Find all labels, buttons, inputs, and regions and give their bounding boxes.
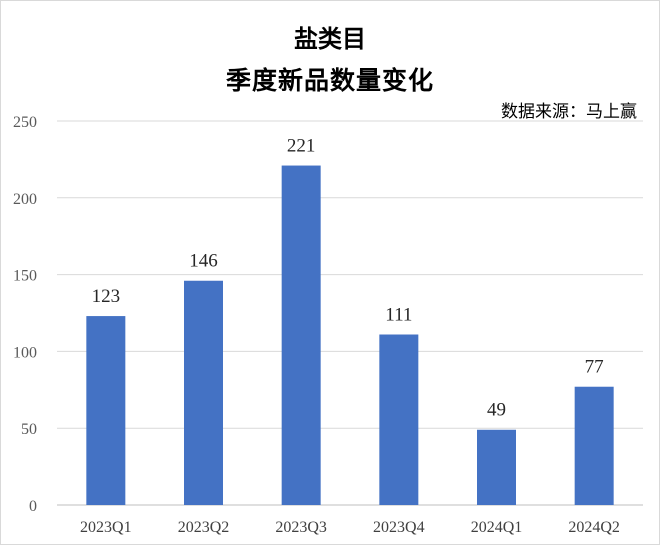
data-source-note: 数据来源：马上赢 xyxy=(501,102,637,122)
data-label: 146 xyxy=(189,251,218,272)
y-tick-label: 250 xyxy=(13,114,37,131)
x-tick-label: 2024Q2 xyxy=(568,519,620,536)
y-tick-label: 150 xyxy=(13,268,37,285)
data-label: 123 xyxy=(92,286,121,307)
y-tick-label: 0 xyxy=(29,498,37,515)
x-tick-label: 2024Q1 xyxy=(471,519,523,536)
bar xyxy=(574,386,614,505)
chart-subtitle: 季度新品数量变化 xyxy=(225,66,434,95)
x-tick-label: 2023Q2 xyxy=(178,519,230,536)
data-label: 77 xyxy=(585,357,604,378)
bar xyxy=(281,165,321,505)
x-tick-label: 2023Q4 xyxy=(373,519,425,536)
x-tick-label: 2023Q3 xyxy=(275,519,327,536)
bar xyxy=(379,334,419,505)
bar xyxy=(184,280,223,505)
bar xyxy=(477,429,516,505)
bar xyxy=(86,316,126,505)
data-label: 221 xyxy=(287,136,316,157)
y-tick-label: 50 xyxy=(21,421,37,438)
data-label: 111 xyxy=(385,305,412,326)
y-tick-label: 100 xyxy=(13,344,37,361)
chart-title: 盐类目 xyxy=(294,24,366,53)
data-label: 49 xyxy=(487,400,506,421)
x-tick-label: 2023Q1 xyxy=(80,519,132,536)
y-tick-label: 200 xyxy=(13,191,37,208)
